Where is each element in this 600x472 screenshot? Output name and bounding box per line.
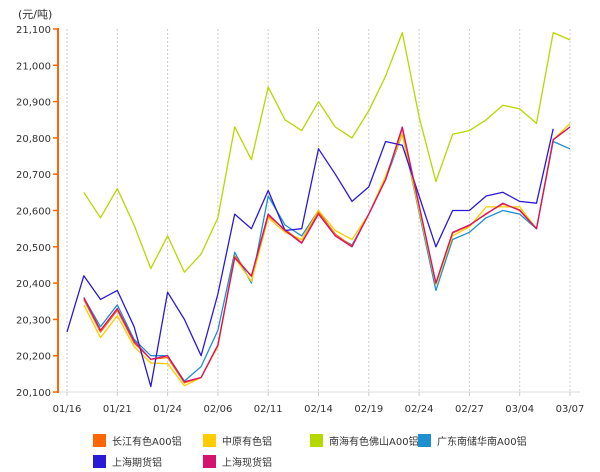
x-tick-label: 02/19 (354, 404, 383, 415)
legend-swatch-icon (93, 434, 106, 447)
y-tick-label: 20,800 (16, 134, 51, 145)
y-tick-label: 21,000 (16, 61, 51, 72)
series-lines (66, 31, 571, 388)
chart-legend: 长江有色A00铝 中原有色铝 南海有色佛山A00铝 广东南储华南A00铝上海期货铝 上海… (0, 426, 600, 472)
legend-item[interactable]: 南海有色佛山A00铝 (310, 433, 419, 448)
x-tick-label: 02/27 (455, 404, 484, 415)
series-line (66, 128, 554, 388)
y-tick-label: 20,400 (16, 279, 51, 290)
x-tick-label: 01/16 (53, 404, 82, 415)
series-line (83, 126, 571, 384)
legend-label: 上海期货铝 (112, 458, 162, 469)
legend-swatch-icon (310, 434, 323, 447)
y-tick-label: 20,200 (16, 352, 51, 363)
x-tick-label: 03/04 (505, 404, 534, 415)
plot-area: 01/16 01/21 01/24 02/06 02/11 02/14 02/19 02/24… (16, 25, 585, 415)
legend-label: 南海有色佛山A00铝 (329, 437, 419, 448)
y-axis: 20,100 20,200 20,300 20,400 20,500 20,600 20,7… (16, 25, 59, 399)
x-tick-label: 02/14 (304, 404, 333, 415)
y-tick-label: 21,100 (16, 25, 51, 36)
legend-label: 长江有色A00铝 (112, 437, 182, 448)
legend-item[interactable]: 长江有色A00铝 (93, 433, 182, 448)
y-tick-label: 20,100 (16, 388, 51, 399)
legend-item[interactable]: 上海期货铝 (93, 454, 162, 469)
x-axis: 01/16 01/21 01/24 02/06 02/11 02/14 02/19 02/24… (53, 391, 585, 415)
legend-label: 广东南储华南A00铝 (437, 437, 527, 448)
legend-swatch-icon (93, 455, 106, 468)
x-tick-label: 01/21 (103, 404, 132, 415)
legend-swatch-icon (203, 455, 216, 468)
x-tick-label: 02/11 (254, 404, 283, 415)
legend-item[interactable]: 上海现货铝 (203, 454, 272, 469)
series-line (83, 122, 571, 387)
x-tick-label: 01/24 (153, 404, 182, 415)
legend-label: 上海现货铝 (222, 458, 272, 469)
y-tick-label: 20,300 (16, 315, 51, 326)
series-line (83, 31, 571, 273)
legend-swatch-icon (203, 434, 216, 447)
y-axis-unit-label: (元/吨) (18, 8, 53, 21)
legend-item[interactable]: 广东南储华南A00铝 (418, 433, 527, 448)
y-tick-label: 20,900 (16, 98, 51, 109)
legend-item[interactable]: 中原有色铝 (203, 433, 272, 448)
series-line (83, 126, 571, 383)
y-tick-label: 20,700 (16, 170, 51, 181)
x-tick-label: 03/07 (556, 404, 585, 415)
legend-swatch-icon (418, 434, 431, 447)
x-tick-label: 02/24 (405, 404, 434, 415)
legend-label: 中原有色铝 (222, 437, 272, 448)
y-tick-label: 20,600 (16, 207, 51, 218)
y-tick-label: 20,500 (16, 243, 51, 254)
x-tick-label: 02/06 (203, 404, 232, 415)
